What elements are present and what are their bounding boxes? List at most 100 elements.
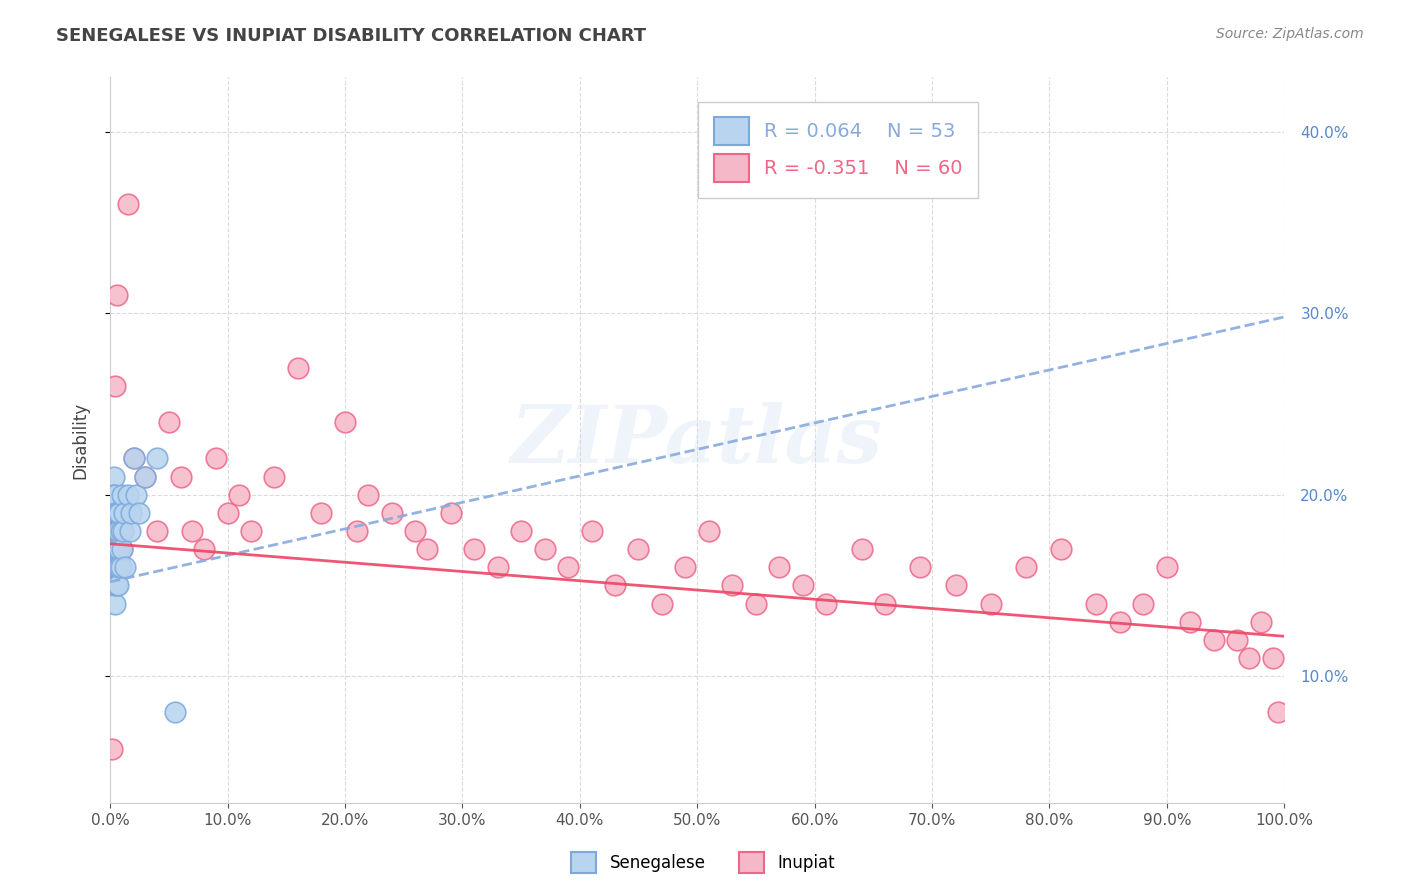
Point bbox=[103, 578, 125, 592]
Point bbox=[111, 542, 134, 557]
Y-axis label: Disability: Disability bbox=[72, 401, 89, 479]
Point bbox=[1109, 615, 1132, 629]
Point bbox=[100, 488, 122, 502]
Point bbox=[1085, 597, 1108, 611]
Point bbox=[105, 506, 128, 520]
Point bbox=[1250, 615, 1272, 629]
Text: Source: ZipAtlas.com: Source: ZipAtlas.com bbox=[1216, 27, 1364, 41]
Point bbox=[745, 597, 768, 611]
Point bbox=[557, 560, 579, 574]
Point bbox=[108, 506, 131, 520]
Point bbox=[111, 524, 134, 538]
Point bbox=[581, 524, 603, 538]
Point bbox=[1015, 560, 1038, 574]
Point bbox=[107, 524, 129, 538]
Legend: Senegalese, Inupiat: Senegalese, Inupiat bbox=[565, 846, 841, 880]
Point bbox=[108, 560, 131, 574]
Point bbox=[118, 524, 141, 538]
Point bbox=[945, 578, 967, 592]
Point bbox=[193, 542, 215, 557]
Point bbox=[105, 288, 128, 302]
Point bbox=[104, 560, 127, 574]
Point bbox=[134, 469, 156, 483]
Point bbox=[1267, 706, 1289, 720]
Point bbox=[463, 542, 485, 557]
Point bbox=[146, 524, 169, 538]
Point bbox=[675, 560, 697, 574]
Point bbox=[1180, 615, 1202, 629]
Point bbox=[792, 578, 814, 592]
Point bbox=[104, 379, 127, 393]
Point bbox=[104, 542, 127, 557]
Point bbox=[122, 451, 145, 466]
Point bbox=[486, 560, 509, 574]
Point bbox=[112, 506, 135, 520]
Point bbox=[120, 506, 142, 520]
Point bbox=[875, 597, 897, 611]
Point bbox=[910, 560, 932, 574]
Point bbox=[104, 524, 127, 538]
Point bbox=[169, 469, 191, 483]
Point bbox=[404, 524, 426, 538]
Point bbox=[603, 578, 626, 592]
Point bbox=[357, 488, 380, 502]
Point bbox=[117, 197, 139, 211]
Point bbox=[381, 506, 404, 520]
Point bbox=[108, 542, 131, 557]
Point bbox=[333, 415, 356, 429]
Point bbox=[721, 578, 744, 592]
Point bbox=[101, 542, 124, 557]
Point bbox=[1261, 651, 1284, 665]
Point bbox=[110, 560, 132, 574]
Point bbox=[651, 597, 673, 611]
Point bbox=[134, 469, 156, 483]
Point bbox=[101, 524, 124, 538]
Point bbox=[1226, 632, 1249, 647]
Point bbox=[104, 524, 127, 538]
Point bbox=[510, 524, 533, 538]
Point bbox=[181, 524, 204, 538]
Point bbox=[107, 578, 129, 592]
Point bbox=[104, 542, 127, 557]
Point bbox=[217, 506, 239, 520]
Point bbox=[980, 597, 1002, 611]
Text: ZIPatlas: ZIPatlas bbox=[512, 401, 883, 479]
Point bbox=[103, 488, 125, 502]
Point bbox=[104, 578, 127, 592]
Point bbox=[533, 542, 555, 557]
Point bbox=[104, 578, 127, 592]
Point bbox=[103, 506, 125, 520]
Point bbox=[627, 542, 650, 557]
Point bbox=[100, 560, 122, 574]
Point bbox=[851, 542, 873, 557]
Point bbox=[105, 542, 128, 557]
Point bbox=[439, 506, 461, 520]
Legend: R = 0.064    N = 53, R = -0.351    N = 60: R = 0.064 N = 53, R = -0.351 N = 60 bbox=[697, 102, 979, 197]
Point bbox=[416, 542, 439, 557]
Point bbox=[287, 360, 309, 375]
Point bbox=[104, 560, 127, 574]
Point bbox=[101, 741, 124, 756]
Point bbox=[103, 524, 125, 538]
Point bbox=[103, 560, 125, 574]
Point bbox=[104, 506, 127, 520]
Point bbox=[125, 488, 148, 502]
Point bbox=[101, 524, 124, 538]
Point bbox=[1050, 542, 1073, 557]
Point bbox=[815, 597, 838, 611]
Point bbox=[1237, 651, 1260, 665]
Point bbox=[1156, 560, 1178, 574]
Point bbox=[204, 451, 226, 466]
Point bbox=[103, 542, 125, 557]
Point bbox=[104, 597, 127, 611]
Point bbox=[104, 488, 127, 502]
Point bbox=[101, 488, 124, 502]
Point bbox=[346, 524, 368, 538]
Point bbox=[101, 560, 124, 574]
Point bbox=[697, 524, 720, 538]
Point bbox=[114, 560, 136, 574]
Point bbox=[101, 506, 124, 520]
Point bbox=[228, 488, 250, 502]
Point bbox=[103, 469, 125, 483]
Point bbox=[100, 506, 122, 520]
